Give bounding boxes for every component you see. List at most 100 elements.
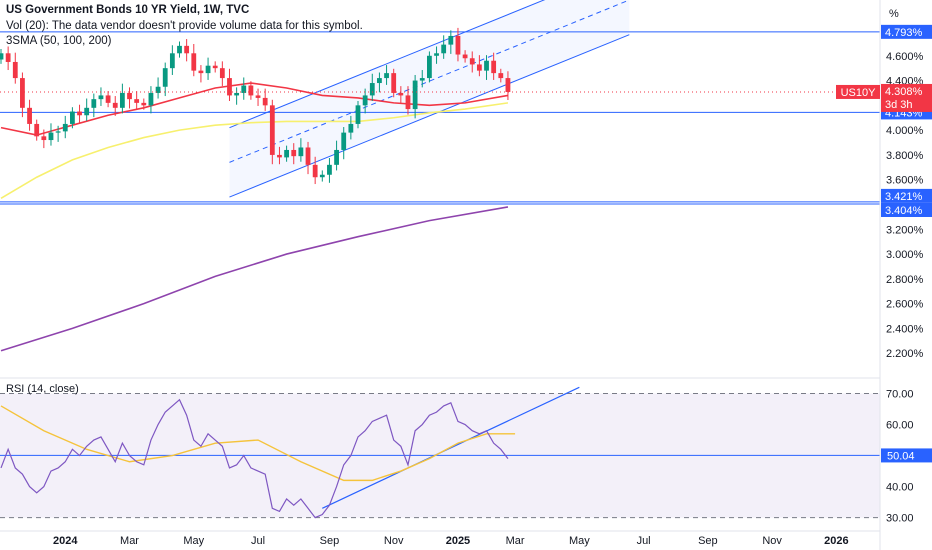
candle-body[interactable]: [205, 65, 211, 74]
candle-body[interactable]: [291, 149, 297, 157]
candle-body[interactable]: [348, 123, 354, 133]
candle-body[interactable]: [405, 95, 411, 110]
channel-lower-line[interactable]: [229, 34, 630, 198]
candle-body[interactable]: [41, 136, 47, 141]
sma-200-line[interactable]: [0, 206, 509, 352]
regression-channel-fill: [229, 0, 630, 198]
candle-body[interactable]: [169, 53, 175, 69]
candle-body[interactable]: [377, 78, 382, 84]
level-price-tag-label: 3.404%: [885, 205, 923, 217]
candle-body[interactable]: [277, 154, 282, 158]
candle-body[interactable]: [469, 58, 475, 65]
candle-body[interactable]: [298, 147, 304, 157]
candle-body[interactable]: [441, 44, 447, 54]
candle-body[interactable]: [198, 70, 204, 74]
candle-body[interactable]: [362, 95, 368, 106]
candle-body[interactable]: [412, 80, 418, 110]
candle-body[interactable]: [305, 147, 311, 165]
candle-body[interactable]: [141, 102, 147, 106]
candle-body[interactable]: [105, 95, 111, 103]
candle-body[interactable]: [462, 54, 468, 59]
candle-body[interactable]: [284, 149, 289, 158]
candle-body[interactable]: [112, 102, 118, 108]
rsi-tick-label: 40.00: [886, 482, 914, 494]
candle-body[interactable]: [20, 78, 25, 108]
candle-body[interactable]: [455, 35, 461, 55]
candle-body[interactable]: [312, 164, 318, 178]
chart-title: US Government Bonds 10 YR Yield, 1W, TVC: [6, 4, 250, 16]
time-tick-label: Mar: [506, 535, 525, 547]
candle-body[interactable]: [476, 64, 482, 71]
candle-body[interactable]: [77, 111, 82, 116]
candle-body[interactable]: [12, 61, 18, 79]
candle-body[interactable]: [148, 92, 154, 106]
symbol-tag-label: US10Y: [841, 87, 877, 99]
candle-body[interactable]: [334, 149, 339, 165]
candle-body[interactable]: [84, 107, 90, 116]
candle-body[interactable]: [505, 78, 511, 92]
candle-body[interactable]: [119, 92, 125, 108]
candle-body[interactable]: [212, 65, 218, 69]
channel-upper-line[interactable]: [229, 0, 629, 129]
candle-body[interactable]: [91, 99, 97, 108]
price-tick-label: 3.000%: [886, 249, 924, 261]
candle-body[interactable]: [491, 60, 497, 74]
current-price-tag: [881, 83, 932, 112]
candle-body[interactable]: [319, 174, 325, 178]
price-tick-label: 2.400%: [886, 323, 924, 335]
candle-body[interactable]: [48, 132, 54, 141]
price-tick-label: 3.200%: [886, 224, 924, 236]
level-price-tag: [881, 24, 932, 39]
candle-body[interactable]: [155, 86, 161, 93]
price-tick-label: 2.600%: [886, 299, 924, 311]
time-tick-label: 2025: [446, 535, 470, 547]
candle-body[interactable]: [227, 78, 232, 96]
candle-body[interactable]: [62, 123, 68, 132]
candle-body[interactable]: [27, 107, 32, 124]
price-tick-label: 4.000%: [886, 125, 924, 137]
rsi-pane[interactable]: [0, 386, 880, 519]
candle-body[interactable]: [184, 45, 190, 54]
candle-body[interactable]: [255, 95, 261, 98]
candle-body[interactable]: [134, 99, 140, 103]
candle-body[interactable]: [5, 53, 11, 62]
candle-body[interactable]: [219, 68, 225, 79]
candle-body[interactable]: [127, 92, 132, 100]
price-pane[interactable]: [0, 0, 880, 352]
candle-body[interactable]: [98, 95, 104, 100]
candle-body[interactable]: [191, 53, 197, 71]
price-tick-label: 3.600%: [886, 175, 924, 187]
rsi-line[interactable]: [0, 398, 509, 519]
candle-body[interactable]: [177, 45, 182, 54]
candle-body[interactable]: [484, 60, 489, 71]
candle-body[interactable]: [427, 55, 432, 79]
candle-body[interactable]: [419, 78, 425, 81]
sma-legend[interactable]: 3SMA (50, 100, 200): [6, 35, 112, 47]
sma-100-line[interactable]: [0, 102, 509, 199]
candle-body[interactable]: [355, 105, 361, 124]
candle-body[interactable]: [448, 35, 454, 45]
candle-body[interactable]: [262, 97, 268, 106]
price-tick-label: 2.200%: [886, 348, 924, 360]
candle-body[interactable]: [327, 164, 332, 175]
candle-body[interactable]: [391, 73, 397, 93]
rsi-legend[interactable]: RSI (14, close): [6, 383, 79, 395]
candle-body[interactable]: [498, 73, 504, 79]
candle-body[interactable]: [269, 105, 275, 155]
candle-body[interactable]: [55, 131, 61, 133]
candle-body[interactable]: [434, 53, 439, 56]
candle-body[interactable]: [398, 92, 404, 96]
candle-body[interactable]: [234, 92, 240, 96]
candle-body[interactable]: [241, 85, 247, 93]
candle-body[interactable]: [341, 132, 347, 150]
candle-body[interactable]: [369, 83, 375, 96]
rsi-ma-line[interactable]: [0, 405, 516, 482]
candle-body[interactable]: [70, 111, 75, 124]
candle-body[interactable]: [248, 85, 254, 96]
candle-body[interactable]: [384, 73, 389, 79]
time-tick-label: 2026: [824, 535, 848, 547]
candle-body[interactable]: [162, 68, 168, 87]
candle-body[interactable]: [34, 123, 40, 137]
candle-body[interactable]: [0, 53, 4, 60]
